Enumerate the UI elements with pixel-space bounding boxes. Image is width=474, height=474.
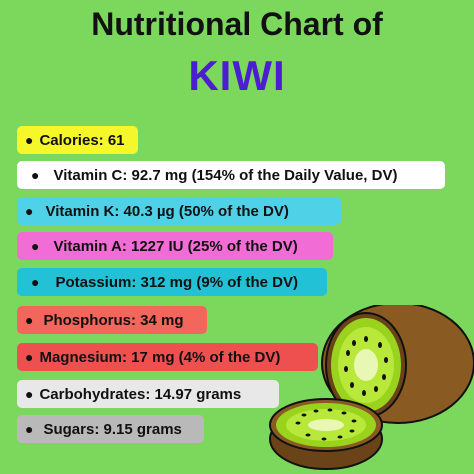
poster-subtitle-kiwi: KIWI	[188, 52, 286, 99]
bullet-icon: ●	[25, 349, 34, 365]
nutrient-magnesium: ● Magnesium: 17 mg (4% of the DV)	[17, 343, 318, 371]
nutrient-calories: ● Calories: 61	[17, 126, 138, 154]
kiwi-fruit-illustration	[269, 305, 474, 470]
nutrient-carbohydrates: ● Carbohydrates: 14.97 grams	[17, 380, 279, 408]
bullet-icon: ●	[31, 167, 40, 183]
bullet-icon: ●	[25, 386, 34, 402]
nutrient-label: Phosphorus: 34 mg	[43, 311, 184, 329]
bullet-icon: ●	[25, 421, 34, 437]
poster-title: Nutritional Chart of	[91, 6, 383, 42]
nutrient-vitamin-k: ● Vitamin K: 40.3 µg (50% of the DV)	[17, 197, 341, 225]
kiwi-whole-icon	[321, 305, 474, 424]
bullet-icon: ●	[25, 132, 34, 148]
nutrient-label: Calories: 61	[39, 131, 125, 149]
nutrient-label: Sugars: 9.15 grams	[43, 420, 182, 438]
nutrient-sugars: ● Sugars: 9.15 grams	[17, 415, 204, 443]
nutrient-label: Vitamin C: 92.7 mg (154% of the Daily Va…	[53, 166, 398, 184]
nutrient-label: Magnesium: 17 mg (4% of the DV)	[39, 348, 281, 366]
nutrient-phosphorus: ● Phosphorus: 34 mg	[17, 306, 207, 334]
bullet-icon: ●	[31, 238, 40, 254]
nutrient-potassium: ● Potassium: 312 mg (9% of the DV)	[17, 268, 327, 296]
bullet-icon: ●	[25, 203, 34, 219]
nutrient-label: Vitamin K: 40.3 µg (50% of the DV)	[45, 202, 289, 220]
bullet-icon: ●	[31, 274, 40, 290]
nutrient-vitamin-a: ● Vitamin A: 1227 IU (25% of the DV)	[17, 232, 333, 260]
nutrient-label: Potassium: 312 mg (9% of the DV)	[55, 273, 299, 291]
nutrient-vitamin-c: ● Vitamin C: 92.7 mg (154% of the Daily …	[17, 161, 445, 189]
nutrient-label: Carbohydrates: 14.97 grams	[39, 385, 242, 403]
bullet-icon: ●	[25, 312, 34, 328]
nutrient-label: Vitamin A: 1227 IU (25% of the DV)	[53, 237, 298, 255]
kiwi-half-icon	[269, 398, 383, 470]
